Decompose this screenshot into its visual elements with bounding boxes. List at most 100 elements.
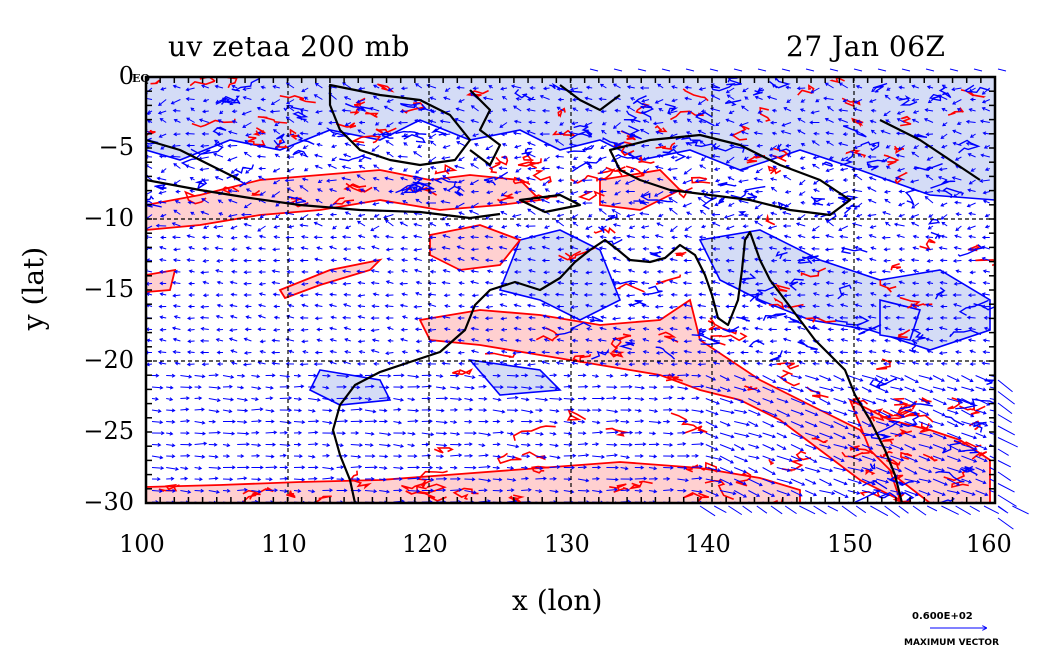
wind-vector (379, 454, 389, 459)
wind-vector (288, 280, 295, 285)
wind-vector (555, 219, 565, 227)
negative-contour (941, 439, 963, 454)
wind-vector (350, 419, 364, 424)
wind-vector (592, 430, 604, 435)
wind-vector (762, 467, 776, 475)
wind-vector (592, 442, 600, 447)
wind-vector (341, 165, 351, 169)
wind-vector (471, 293, 479, 298)
wind-vector (968, 87, 976, 93)
wind-vector (847, 444, 860, 452)
wind-vector (861, 375, 879, 381)
wind-vector (194, 385, 202, 390)
wind-vector (313, 362, 323, 367)
wind-vector (373, 214, 380, 218)
wind-vector (771, 83, 778, 89)
wind-vector (700, 156, 707, 162)
wind-vector (583, 145, 593, 151)
wind-vector (541, 166, 550, 171)
wind-vector (244, 327, 252, 332)
wind-vector (541, 258, 550, 263)
wind-vector (336, 488, 348, 493)
wind-vector (861, 386, 872, 393)
wind-vector (932, 490, 946, 497)
wind-vector (557, 258, 564, 262)
wind-vector (464, 385, 475, 390)
negative-contour (935, 470, 965, 483)
wind-vector (910, 327, 919, 332)
wind-vector (180, 476, 189, 481)
negative-contour (762, 313, 787, 321)
wind-vector (413, 151, 423, 158)
wind-vector (386, 122, 394, 128)
wind-vector (975, 421, 989, 427)
wind-vector (911, 118, 920, 123)
wind-vector (387, 338, 394, 343)
negative-contour (402, 185, 425, 194)
wind-vector (455, 107, 465, 112)
y-axis-title: y (lat) (17, 246, 51, 331)
positive-contour (829, 77, 845, 84)
wind-vector (614, 179, 621, 185)
wind-vector (542, 314, 550, 319)
wind-vector (586, 257, 593, 262)
wind-vector (171, 280, 181, 285)
wind-vector (768, 269, 777, 274)
wind-vector (539, 94, 550, 100)
wind-vector (952, 293, 962, 297)
wind-vector (217, 199, 224, 204)
positive-contour (532, 170, 552, 184)
wind-vector (940, 202, 948, 207)
wind-vector (726, 281, 735, 286)
wind-vector (853, 202, 863, 210)
wind-vector (954, 156, 962, 161)
wind-vector (569, 191, 579, 196)
wind-vector (896, 293, 905, 298)
wind-vector (577, 478, 590, 483)
wind-vector (684, 85, 692, 90)
negative-contour (748, 339, 765, 348)
wind-vector (331, 133, 337, 137)
wind-vector (648, 397, 659, 401)
wind-vector (569, 350, 579, 355)
wind-vector (696, 350, 706, 355)
wind-vector (965, 119, 976, 124)
wind-vector (885, 165, 891, 170)
negative-contour (944, 415, 965, 426)
wind-vector (385, 293, 394, 298)
wind-vector (541, 245, 550, 250)
wind-vector (683, 361, 692, 366)
wind-vector (159, 269, 167, 274)
wind-vector (869, 361, 877, 366)
wind-vector (895, 96, 905, 100)
wind-vector (358, 164, 366, 169)
wind-vector (819, 467, 834, 473)
wind-vector (343, 292, 351, 297)
wind-vector (953, 191, 962, 198)
wind-vector (478, 432, 492, 437)
wind-vector (637, 68, 647, 72)
wind-vector (482, 96, 493, 101)
wind-vector (230, 292, 238, 297)
wind-vector (932, 409, 946, 417)
wind-vector (984, 224, 990, 229)
x-tick-label: 110 (261, 530, 307, 558)
wind-vector (222, 488, 231, 493)
wind-vector (331, 144, 337, 149)
wind-vector (833, 444, 849, 450)
wind-vector (512, 247, 522, 252)
wind-vector (216, 258, 224, 263)
wind-vector (510, 84, 522, 89)
wind-vector (190, 211, 195, 216)
wind-vector (770, 120, 777, 125)
wind-vector (542, 86, 550, 91)
wind-vector (614, 108, 621, 113)
wind-vector (541, 350, 550, 355)
wind-vector (755, 339, 763, 344)
wind-vector (616, 130, 621, 135)
wind-vector (585, 350, 593, 355)
wind-vector (925, 269, 934, 273)
wind-vector (535, 455, 547, 460)
wind-vector (918, 455, 931, 462)
wind-vector (487, 119, 494, 124)
